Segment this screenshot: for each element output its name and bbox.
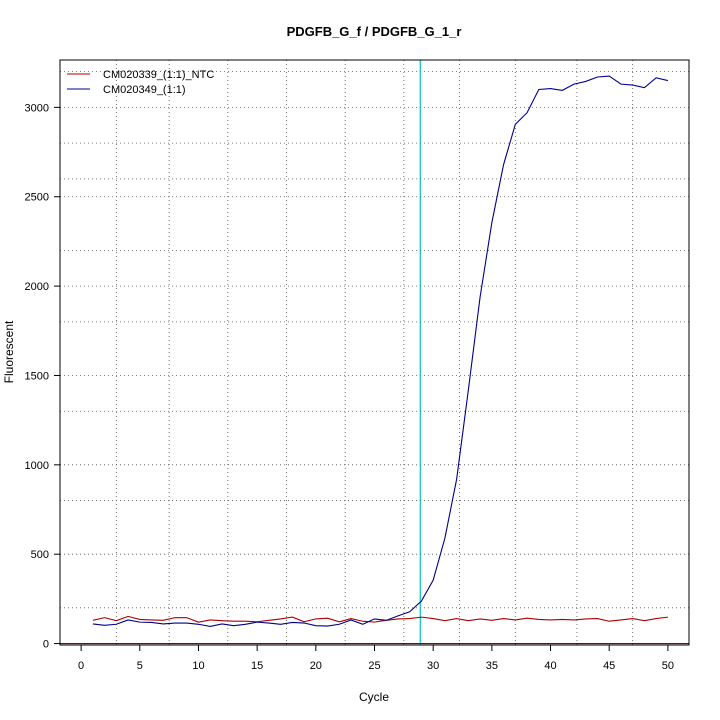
grid <box>60 60 689 645</box>
legend-label: CM020339_(1:1)_NTC <box>103 69 214 81</box>
x-tick-label: 0 <box>78 660 84 672</box>
y-tick-label: 1000 <box>25 460 49 472</box>
y-tick-label: 2000 <box>25 281 49 293</box>
y-axis: 0 500 1000 1500 2000 2500 3000 <box>25 102 60 651</box>
x-axis: 0 5 10 15 20 25 30 35 40 45 50 <box>78 645 674 672</box>
y-tick-label: 2500 <box>25 192 49 204</box>
y-tick-label: 1500 <box>25 370 49 382</box>
legend-label: CM020349_(1:1) <box>103 84 186 96</box>
chart-title: PDGFB_G_f / PDGFB_G_1_r <box>287 24 462 39</box>
series-line-2 <box>92 75 669 627</box>
x-tick-label: 5 <box>137 660 143 672</box>
y-tick-label: 0 <box>43 639 49 651</box>
legend: CM020339_(1:1)_NTC CM020349_(1:1) <box>67 69 214 96</box>
x-tick-label: 35 <box>486 660 498 672</box>
x-tick-label: 50 <box>662 660 674 672</box>
x-tick-label: 40 <box>544 660 556 672</box>
y-axis-title: Fluorescent <box>2 320 16 383</box>
x-tick-label: 45 <box>603 660 615 672</box>
x-tick-label: 20 <box>310 660 322 672</box>
x-tick-label: 30 <box>427 660 439 672</box>
x-axis-title: Cycle <box>359 690 389 704</box>
x-tick-label: 25 <box>368 660 380 672</box>
y-tick-label: 500 <box>31 549 49 561</box>
series-line-1 <box>92 615 668 623</box>
series-lines <box>92 75 669 627</box>
x-tick-label: 10 <box>192 660 204 672</box>
x-tick-label: 15 <box>251 660 263 672</box>
y-tick-label: 3000 <box>25 102 49 114</box>
